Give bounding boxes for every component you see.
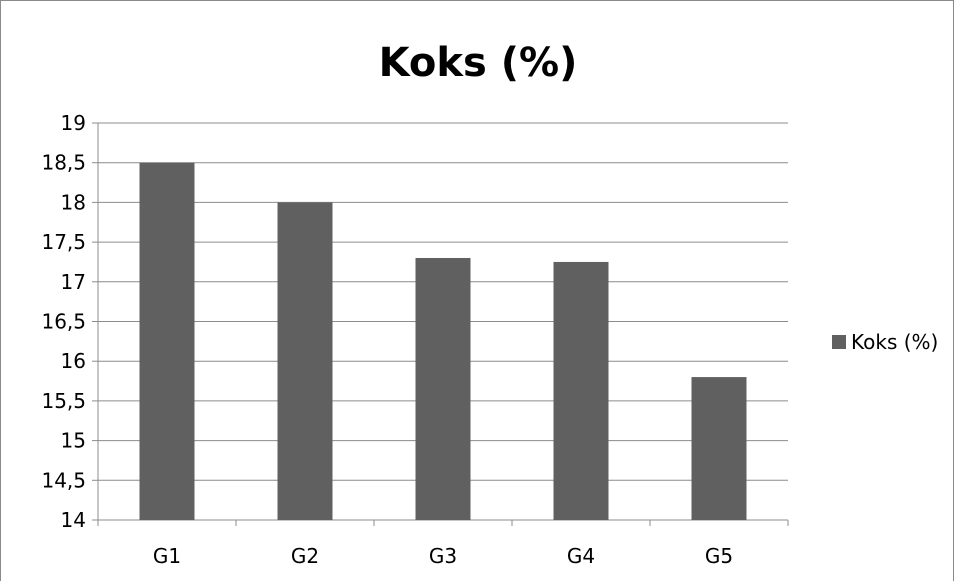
- y-tick-label: 16: [61, 349, 86, 373]
- bar-g2: [277, 202, 333, 520]
- y-tick-label: 14: [61, 508, 86, 532]
- x-tick-label: G3: [429, 544, 457, 568]
- y-tick-label: 18,5: [41, 151, 86, 175]
- legend-label: Koks (%): [851, 330, 938, 354]
- x-tick-label: G5: [705, 544, 733, 568]
- y-tick-label: 18: [61, 190, 86, 214]
- bar-g1: [139, 162, 195, 520]
- y-tick-label: 17,5: [41, 230, 86, 254]
- y-tick-label: 14,5: [41, 468, 86, 492]
- bar-g5: [691, 377, 747, 520]
- legend-swatch: [832, 335, 846, 349]
- y-tick-label: 19: [61, 111, 86, 135]
- x-tick-label: G2: [291, 544, 319, 568]
- bar-g3: [415, 257, 471, 520]
- y-tick-label: 16,5: [41, 310, 86, 334]
- y-tick-label: 15: [61, 429, 86, 453]
- x-tick-label: G1: [153, 544, 181, 568]
- y-tick-label: 15,5: [41, 389, 86, 413]
- bar-g4: [553, 261, 609, 520]
- x-tick-label: G4: [567, 544, 595, 568]
- y-tick-label: 17: [61, 270, 86, 294]
- chart-title: Koks (%): [378, 40, 578, 86]
